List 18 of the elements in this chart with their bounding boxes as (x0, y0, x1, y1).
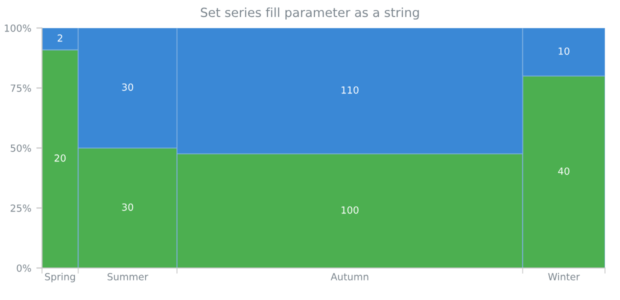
annotation: 30 (122, 83, 134, 91)
x-tick-label: Spring (45, 272, 75, 282)
y-tick-label: 0% (16, 264, 32, 272)
annotation: 30 (122, 203, 134, 211)
annotation: 10 (558, 47, 570, 55)
annotation: 20 (54, 154, 66, 162)
x-tick-label: Summer (108, 273, 148, 280)
y-tick-label: 75% (10, 84, 32, 92)
y-tick-label: 25% (10, 204, 32, 212)
x-tick-label: Winter (548, 272, 580, 280)
annotation: 100 (342, 206, 358, 214)
y-tick-label: 50% (10, 144, 32, 152)
chart-title: Set series fill parameter as a string (200, 7, 419, 20)
annotation: 110 (342, 86, 358, 94)
annotation: 2 (58, 34, 62, 42)
y-tick-label: 100% (4, 24, 32, 32)
x-tick-label: Autumn (330, 273, 368, 280)
annotation: 40 (558, 167, 570, 175)
